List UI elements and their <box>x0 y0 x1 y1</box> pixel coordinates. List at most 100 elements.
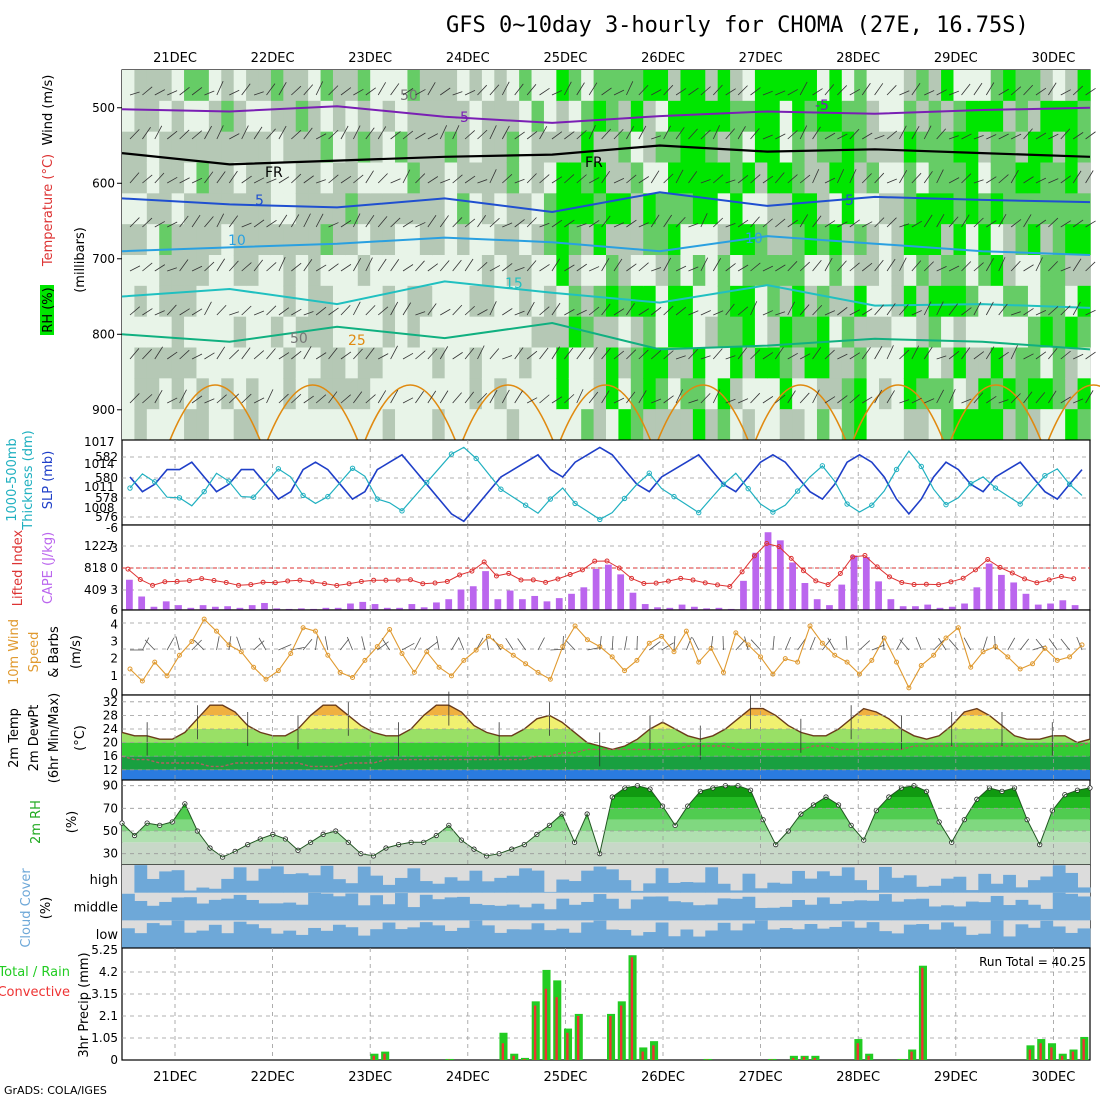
rh-cell <box>221 255 235 287</box>
wind-barb <box>588 346 598 360</box>
rh-cell <box>283 409 297 441</box>
cape-bar <box>433 602 440 610</box>
cloud-cell-low <box>668 936 681 948</box>
wind-barb <box>315 306 327 316</box>
wind-barb <box>737 347 747 360</box>
rh-cell <box>258 70 272 102</box>
wind-barb <box>998 133 1009 140</box>
rh-cell <box>494 193 508 225</box>
wind-barb <box>1035 219 1047 228</box>
wind-barb <box>998 303 1008 316</box>
cloud-cell-low <box>630 935 644 948</box>
rh-cell <box>184 193 198 225</box>
rh-cell <box>779 131 793 164</box>
rh-tick-label: 90 <box>103 779 118 793</box>
wind-barb <box>899 257 907 272</box>
rh-cell <box>978 162 992 194</box>
rh-cell <box>742 131 756 164</box>
rh-cell <box>345 255 359 287</box>
wind-barb <box>204 171 214 184</box>
precip-conv-bar <box>544 988 548 1060</box>
wind-barb <box>502 174 513 184</box>
wind-barb <box>601 347 611 360</box>
wind-barb <box>849 352 861 360</box>
cape-bar <box>1034 604 1042 610</box>
wind-barb <box>551 219 563 228</box>
lifted-index-marker <box>567 571 573 577</box>
rh-cell <box>370 131 384 164</box>
rh-cell <box>444 378 458 410</box>
wind-barb <box>241 347 251 360</box>
wind-barb <box>762 218 773 228</box>
rh-cell <box>444 285 458 318</box>
cape-bar <box>678 604 686 610</box>
cloud-cell-middle <box>891 901 905 921</box>
wind-barb <box>204 398 215 404</box>
rh-label-b: (%) <box>65 811 80 834</box>
wind-speed-marker <box>325 652 331 658</box>
wind-barb <box>799 125 808 140</box>
rh-cell <box>742 162 756 194</box>
rh-cell <box>593 193 607 225</box>
wind-barb <box>204 301 212 316</box>
wind-barb <box>415 173 426 184</box>
cape-bar <box>506 590 514 610</box>
cloud-cell-high <box>270 866 284 893</box>
rh-cell <box>581 131 595 164</box>
rh-cell <box>221 347 235 379</box>
cloud-cell-high <box>382 884 396 893</box>
wind-barb <box>986 134 997 140</box>
wind-barb <box>154 346 163 360</box>
wind-barb <box>688 310 699 316</box>
wind-barb <box>849 88 860 96</box>
surface-wind-barb <box>1060 638 1070 651</box>
cloud-cell-high <box>730 890 743 893</box>
rh-cell <box>184 70 198 102</box>
slp-label-c: SLP (mb) <box>41 451 56 510</box>
wind-speed-marker <box>337 669 343 675</box>
wind-speed-marker <box>832 652 838 658</box>
wind-barb <box>675 88 687 96</box>
wind-barb <box>179 308 190 316</box>
wind-barb <box>427 133 439 140</box>
wind-barb <box>712 348 723 360</box>
wind-barb <box>253 126 263 140</box>
wind-barb <box>241 175 252 184</box>
wind-barb <box>638 125 647 140</box>
rh-cell <box>320 347 334 379</box>
rh-cell <box>233 255 247 287</box>
wind-barb <box>1023 308 1034 316</box>
rh-cell <box>494 316 508 349</box>
wind-barb <box>787 174 798 184</box>
wind-barb <box>514 266 525 272</box>
rh-cell <box>730 347 744 379</box>
rh-cell <box>196 316 210 349</box>
wind-barb <box>576 309 587 316</box>
precip-total-bar <box>445 1058 454 1060</box>
thickness-marker <box>300 492 306 499</box>
rh-cell <box>543 378 557 410</box>
rh-cell <box>506 316 520 349</box>
cape-bar <box>580 587 588 610</box>
wind-barb <box>762 90 773 96</box>
rh-cell <box>916 285 930 318</box>
wind-barb <box>353 213 361 228</box>
wind-barb <box>613 89 625 96</box>
rh-cell <box>481 285 495 318</box>
precip-total-bar <box>768 1058 777 1060</box>
rh-cell <box>407 162 421 194</box>
thickness-tick-label: 580 <box>95 471 118 485</box>
rh-line <box>121 785 1091 858</box>
rh-cell <box>965 409 979 441</box>
temperature-contour-warm <box>852 384 944 441</box>
wind-barb <box>923 346 933 360</box>
wind-barb <box>440 178 451 184</box>
rh-cell <box>1003 316 1017 349</box>
lifted-index-marker <box>150 582 156 588</box>
rh-cell <box>382 193 396 225</box>
rh-cell <box>196 409 210 441</box>
thickness-tick-label: 576 <box>95 510 118 524</box>
wind-barb <box>837 260 847 272</box>
wind-barb <box>464 391 474 404</box>
rh-cell <box>159 409 173 441</box>
